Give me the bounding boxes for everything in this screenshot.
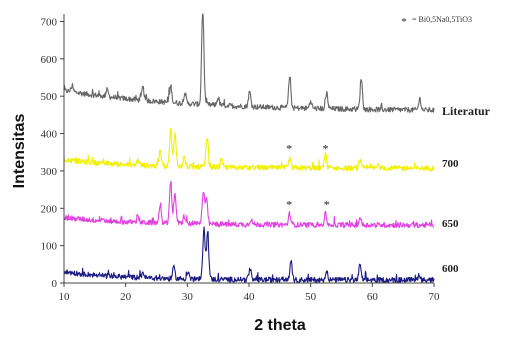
y-tick-label: 700 <box>41 16 58 28</box>
axes-layer <box>63 14 434 284</box>
label-layer: 2 theta Intensitas <box>11 114 306 334</box>
legend-symbol: * <box>401 16 407 28</box>
series-label-literatur: Literatur <box>442 104 491 118</box>
legend-text: = Bi0,5Na0,5TiO3 <box>412 15 472 24</box>
series-line-600 <box>63 226 435 284</box>
x-tick-label: 30 <box>182 291 194 303</box>
y-tick-label: 0 <box>52 278 58 290</box>
x-tick-label: 60 <box>367 291 379 303</box>
x-tick-label: 10 <box>59 291 71 303</box>
series-label-700: 700 <box>442 158 459 170</box>
peak-marker-asterisk: * <box>324 198 330 212</box>
y-tick-label: 300 <box>41 166 58 178</box>
y-tick-label: 400 <box>41 129 58 141</box>
x-tick-label: 70 <box>429 291 441 303</box>
peak-marker-asterisk: * <box>322 142 328 156</box>
x-tick-label: 20 <box>120 291 132 303</box>
series-line-650 <box>63 181 435 229</box>
series-line-700 <box>63 127 435 172</box>
legend: * = Bi0,5Na0,5TiO3 <box>401 15 472 28</box>
peak-marker-asterisk: * <box>286 198 292 212</box>
y-tick-label: 100 <box>41 241 58 253</box>
peak-marker-asterisk: * <box>286 142 292 156</box>
x-axis-title: 2 theta <box>254 317 306 334</box>
y-tick-label: 200 <box>41 203 58 215</box>
x-tick-label: 50 <box>305 291 317 303</box>
series-line-literatur <box>63 13 435 113</box>
x-tick-label: 40 <box>244 291 256 303</box>
y-axis-title: Intensitas <box>11 114 28 189</box>
series-label-600: 600 <box>442 263 459 275</box>
series-label-650: 650 <box>442 218 459 230</box>
y-tick-label: 500 <box>41 91 58 103</box>
series-layer: Literatur 700 650 600 * * * * <box>63 13 491 284</box>
y-tick-label: 600 <box>41 54 58 66</box>
